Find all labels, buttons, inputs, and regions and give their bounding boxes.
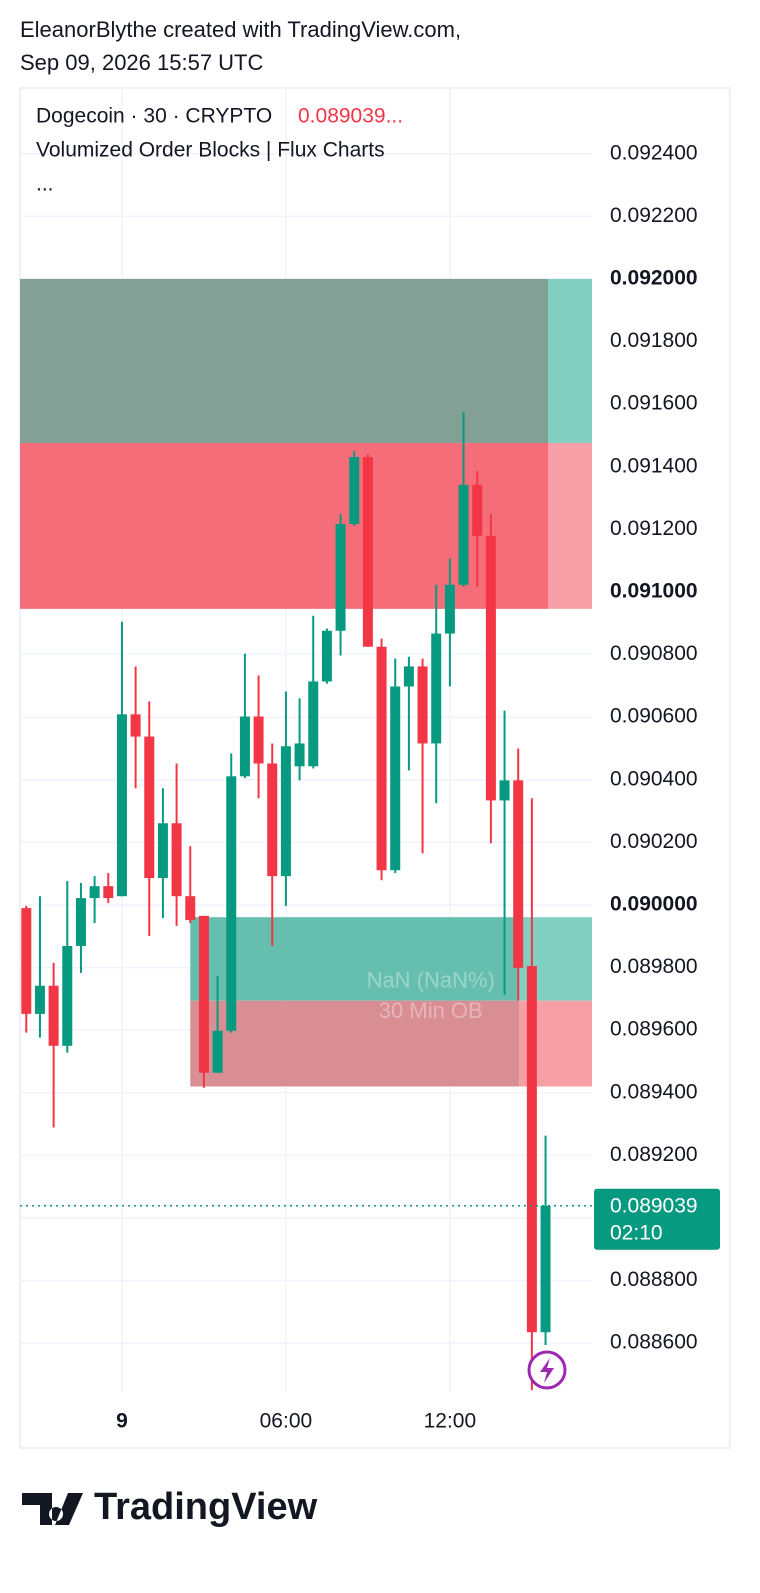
candle-body — [540, 1205, 551, 1333]
y-tick-label: 0.089800 — [610, 955, 698, 978]
y-tick-label: 0.090400 — [610, 767, 698, 790]
candle-body — [431, 633, 442, 744]
candle-body — [185, 896, 196, 920]
candle-body — [362, 457, 373, 647]
zone-label: 30 Min OB — [379, 998, 483, 1023]
candle-body — [499, 780, 510, 801]
y-tick-label: 0.091000 — [610, 579, 698, 602]
x-tick-label: 9 — [116, 1410, 128, 1433]
y-tick-label: 0.090200 — [610, 830, 698, 853]
y-tick-label: 0.088800 — [610, 1268, 698, 1291]
y-tick-label: 0.090800 — [610, 642, 698, 665]
credit: EleanorBlythe created with TradingView.c… — [20, 17, 461, 42]
candle-body — [321, 630, 332, 682]
y-tick-label: 0.092000 — [610, 266, 698, 289]
candle-body — [103, 886, 114, 899]
legend-more: ... — [36, 173, 54, 196]
candle-body — [526, 965, 537, 1333]
candle-body — [171, 823, 182, 897]
order-block — [20, 442, 548, 609]
candle-body — [239, 716, 250, 777]
y-tick-label: 0.089200 — [610, 1143, 698, 1166]
candle-body — [417, 666, 428, 744]
candle-body — [157, 823, 168, 879]
order-block — [548, 442, 592, 609]
candle-body — [280, 746, 291, 877]
candle-body — [212, 1030, 223, 1073]
legend-price: 0.089039... — [298, 105, 403, 128]
candle-body — [335, 524, 346, 631]
live-icon — [527, 1350, 567, 1390]
candle-body — [472, 484, 483, 536]
candle-body — [308, 681, 319, 767]
candle-body — [513, 780, 524, 968]
candle-body — [226, 776, 237, 1031]
order-block — [190, 917, 520, 1001]
legend-symbol: Dogecoin · 30 · CRYPTO — [36, 105, 272, 128]
candle-body — [444, 584, 455, 634]
y-tick-label: 0.091400 — [610, 454, 698, 477]
y-tick-label: 0.091600 — [610, 392, 698, 415]
candle-body — [267, 763, 278, 877]
y-tick-label: 0.092400 — [610, 141, 698, 164]
y-tick-label: 0.091800 — [610, 329, 698, 352]
y-tick-label: 0.089600 — [610, 1018, 698, 1041]
candle-body — [89, 886, 100, 899]
y-tick-label: 0.088600 — [610, 1331, 698, 1354]
chart-frame — [19, 87, 731, 1449]
y-tick-label: 0.090000 — [610, 893, 698, 916]
candle-body — [48, 985, 59, 1046]
last-price-label: 0.089039 — [610, 1194, 698, 1217]
candle-body — [198, 915, 209, 1073]
candle-body — [349, 457, 360, 525]
y-tick-label: 0.091200 — [610, 517, 698, 540]
y-tick-label: 0.092200 — [610, 204, 698, 227]
order-block — [548, 278, 592, 443]
candle-body — [75, 898, 86, 946]
last-price-box — [594, 1188, 720, 1250]
plot: NaN (NaN%) 30 Min OB — [20, 88, 592, 1392]
order-block — [190, 1000, 520, 1087]
y-tick-label: 0.089400 — [610, 1080, 698, 1103]
order-block — [20, 278, 548, 443]
y-tick-label: 0.090600 — [610, 705, 698, 728]
x-tick-label: 06:00 — [260, 1410, 313, 1433]
logo — [22, 1493, 83, 1525]
candle-body — [34, 985, 45, 1014]
candle-body — [62, 945, 73, 1046]
timestamp: Sep 09, 2026 15:57 UTC — [20, 50, 263, 75]
legend-indicator: Volumized Order Blocks | Flux Charts — [36, 139, 385, 162]
candle-body — [21, 908, 32, 1014]
candle-body — [116, 714, 127, 897]
candle-body — [458, 484, 469, 585]
candle-body — [130, 714, 141, 737]
candle-body — [485, 535, 496, 801]
zone-label: NaN (NaN%) — [367, 967, 495, 992]
candle-body — [376, 646, 387, 871]
candle-body — [403, 666, 414, 687]
countdown: 02:10 — [610, 1221, 663, 1244]
candle-body — [253, 716, 264, 764]
brand: TradingView — [94, 1486, 318, 1528]
candle-body — [390, 686, 401, 871]
candle-body — [144, 736, 155, 879]
candle-body — [294, 743, 305, 767]
x-tick-label: 12:00 — [424, 1410, 477, 1433]
